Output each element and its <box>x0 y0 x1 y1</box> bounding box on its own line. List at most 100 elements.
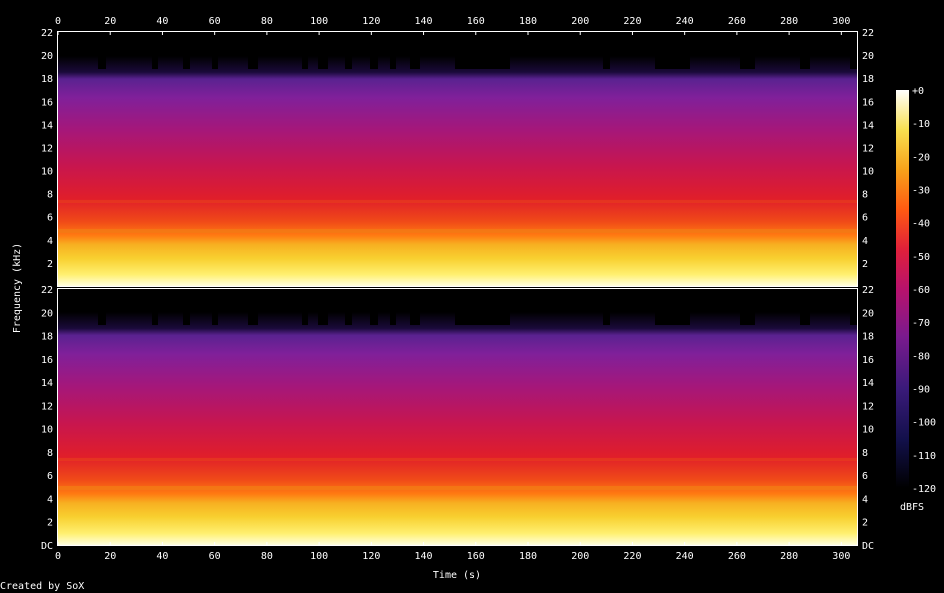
silence-gap <box>152 55 158 69</box>
silence-gap <box>302 311 308 325</box>
y-tick-label-right: 16 <box>862 355 874 366</box>
channel-2-band <box>58 486 857 490</box>
x-tick-label-bottom: 80 <box>261 551 273 562</box>
x-tick-label-top: 100 <box>310 16 328 27</box>
silence-gap <box>410 55 420 69</box>
colorbar-scale <box>896 90 909 488</box>
y-tick-label-right: 4 <box>862 236 868 247</box>
silence-gap <box>98 311 106 325</box>
y-tick-label-right: 16 <box>862 97 874 108</box>
silence-gap <box>455 55 510 69</box>
x-tick-label-bottom: 100 <box>310 551 328 562</box>
x-tick-label-top: 160 <box>467 16 485 27</box>
channel-2-spectrogram <box>58 289 857 545</box>
y-tick-label-right: 6 <box>862 471 868 482</box>
channel-2-band <box>58 458 857 461</box>
y-tick-label-left: 4 <box>47 494 53 505</box>
silence-gap <box>345 311 352 325</box>
colorbar-ticks: +0 -10 -20 -30 -40 -50 -60 -70 -80 -90 -100 -110 -12… <box>912 86 936 495</box>
silence-gap <box>455 311 510 325</box>
x-tick-label-bottom: 280 <box>780 551 798 562</box>
y-tick-label-left: 14 <box>41 120 53 131</box>
silence-gap <box>302 55 308 69</box>
silence-gap <box>318 311 328 325</box>
y-tick-label-right: 10 <box>862 425 874 436</box>
y-tick-label-left: 12 <box>41 401 53 412</box>
y-tick-label-right: 18 <box>862 332 874 343</box>
x-tick-label-bottom: 300 <box>832 551 850 562</box>
silence-gap <box>603 311 610 325</box>
y-tick-label-right: 20 <box>862 308 874 319</box>
silence-gap <box>212 311 218 325</box>
y-tick-label-right: DC <box>862 541 874 552</box>
credit-text: Created by SoX <box>0 581 84 592</box>
y-tick-label-left: 10 <box>41 425 53 436</box>
silence-gap <box>740 311 755 325</box>
y-tick-label-right: 12 <box>862 401 874 412</box>
silence-gap <box>800 311 810 325</box>
y-tick-label-left: 22 <box>41 28 53 39</box>
x-tick-label-bottom: 200 <box>571 551 589 562</box>
silence-gap <box>655 311 690 325</box>
x-tick-label-top: 80 <box>261 16 273 27</box>
silence-gap <box>248 311 258 325</box>
colorbar-tick-label: -100 <box>912 418 936 429</box>
y-tick-label-right: 22 <box>862 28 874 39</box>
y-tick-label-left: 16 <box>41 97 53 108</box>
x-tick-label-bottom: 40 <box>156 551 168 562</box>
x-tick-label-top: 0 <box>55 16 61 27</box>
x-tick-label-top: 60 <box>209 16 221 27</box>
x-tick-label-top: 20 <box>104 16 116 27</box>
silence-gap <box>212 55 218 69</box>
x-tick-label-top: 260 <box>728 16 746 27</box>
y-tick-label-right: 18 <box>862 74 874 85</box>
silence-gap <box>390 55 396 69</box>
x-tick-label-bottom: 260 <box>728 551 746 562</box>
x-tick-label-bottom: 60 <box>209 551 221 562</box>
colorbar-tick-label: -30 <box>912 186 930 197</box>
y-tick-label-right: 2 <box>862 259 868 270</box>
y-tick-label-right: 14 <box>862 120 874 131</box>
colorbar-tick-label: -110 <box>912 451 936 462</box>
x-tick-label-bottom: 120 <box>362 551 380 562</box>
x-tick-label-bottom: 20 <box>104 551 116 562</box>
silence-gap <box>850 311 857 325</box>
silence-gap <box>248 55 258 69</box>
y-tick-label-left: 2 <box>47 518 53 529</box>
silence-gap <box>98 55 106 69</box>
y-tick-label-right: 8 <box>862 190 868 201</box>
silence-gap <box>410 311 420 325</box>
channel-1-silence-gaps <box>98 55 857 69</box>
y-tick-label-left: 22 <box>41 285 53 296</box>
channel-2-silence-gaps <box>98 311 857 325</box>
x-tick-label-top: 140 <box>415 16 433 27</box>
y-tick-label-left: 20 <box>41 308 53 319</box>
colorbar-tick-label: -40 <box>912 219 930 230</box>
colorbar-tick-label: -20 <box>912 152 930 163</box>
x-tick-label-top: 200 <box>571 16 589 27</box>
y-tick-label-left: 18 <box>41 74 53 85</box>
y-tick-label-right: 22 <box>862 285 874 296</box>
x-tick-label-bottom: 240 <box>676 551 694 562</box>
colorbar-tick-label: -10 <box>912 119 930 130</box>
y-tick-label-left: 14 <box>41 378 53 389</box>
y-tick-label-left: 12 <box>41 143 53 154</box>
channel-1-band <box>58 229 857 233</box>
channel-2-frame <box>57 288 858 546</box>
y-tick-label-left: 10 <box>41 167 53 178</box>
y-tick-label-right: 4 <box>862 494 868 505</box>
colorbar-unit: dBFS <box>900 502 924 513</box>
channel-1-spectrogram <box>58 32 857 286</box>
y-tick-label-left: 8 <box>47 448 53 459</box>
x-tick-label-bottom: 220 <box>623 551 641 562</box>
channel-1-frame <box>57 31 858 287</box>
y-tick-label-right: 6 <box>862 213 868 224</box>
silence-gap <box>390 311 396 325</box>
y-tick-label-right: 12 <box>862 143 874 154</box>
y-axis-title: Frequency (kHz) <box>12 243 23 333</box>
y-tick-label-left: 8 <box>47 190 53 201</box>
colorbar-tick-label: -120 <box>912 484 936 495</box>
y-tick-label-right: 20 <box>862 51 874 62</box>
